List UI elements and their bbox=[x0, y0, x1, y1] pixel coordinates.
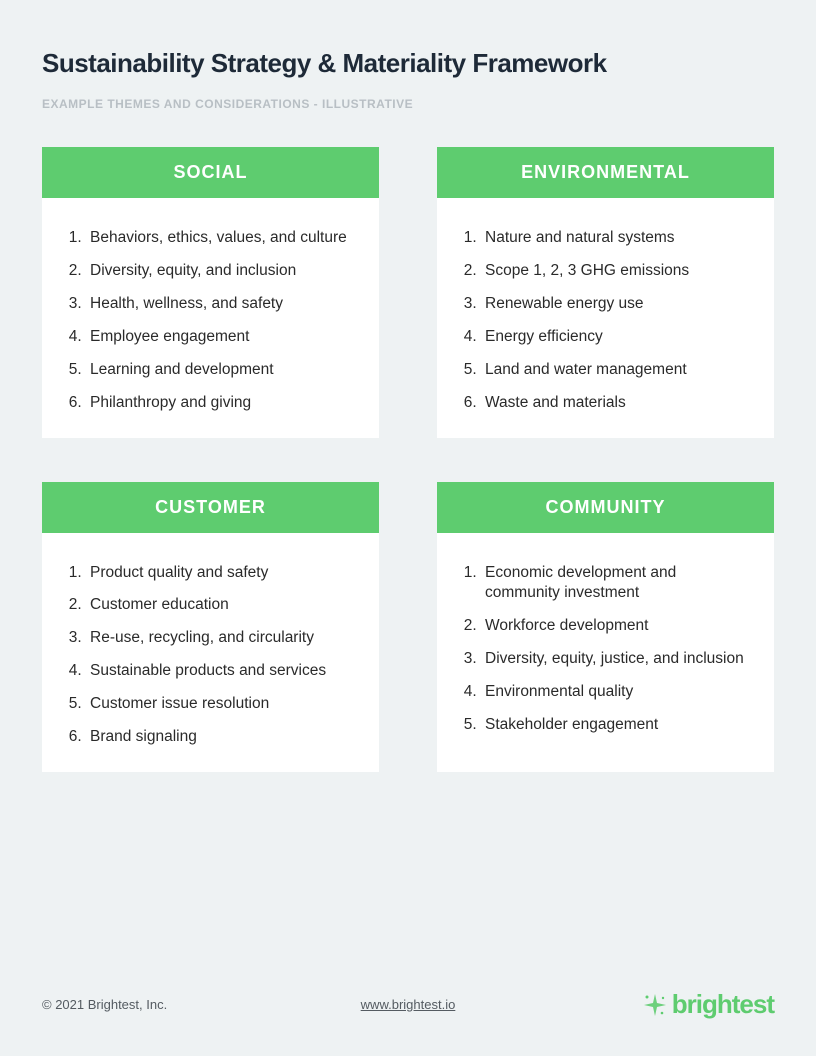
list-item: Waste and materials bbox=[481, 393, 752, 414]
card-heading: CUSTOMER bbox=[42, 482, 379, 533]
list-item: Workforce development bbox=[481, 616, 752, 637]
copyright-text: © 2021 Brightest, Inc. bbox=[42, 997, 167, 1012]
card-heading: ENVIRONMENTAL bbox=[437, 147, 774, 198]
card-body: Product quality and safety Customer educ… bbox=[42, 543, 379, 773]
list-item: Philanthropy and giving bbox=[86, 393, 357, 414]
list-item: Scope 1, 2, 3 GHG emissions bbox=[481, 261, 752, 282]
footer-url[interactable]: www.brightest.io bbox=[361, 997, 456, 1012]
card-body: Economic development and community inves… bbox=[437, 543, 774, 761]
list-item: Economic development and community inves… bbox=[481, 563, 752, 605]
page-subtitle: EXAMPLE THEMES AND CONSIDERATIONS - ILLU… bbox=[42, 97, 774, 111]
list-item: Environmental quality bbox=[481, 682, 752, 703]
list-item: Behaviors, ethics, values, and culture bbox=[86, 228, 357, 249]
list-item: Brand signaling bbox=[86, 727, 357, 748]
card-environmental: ENVIRONMENTAL Nature and natural systems… bbox=[437, 147, 774, 438]
card-body: Nature and natural systems Scope 1, 2, 3… bbox=[437, 208, 774, 438]
list-item: Renewable energy use bbox=[481, 294, 752, 315]
card-heading: SOCIAL bbox=[42, 147, 379, 198]
list-item: Learning and development bbox=[86, 360, 357, 381]
list-item: Nature and natural systems bbox=[481, 228, 752, 249]
list-item: Customer issue resolution bbox=[86, 694, 357, 715]
list-item: Health, wellness, and safety bbox=[86, 294, 357, 315]
card-customer: CUSTOMER Product quality and safety Cust… bbox=[42, 482, 379, 773]
list-item: Customer education bbox=[86, 595, 357, 616]
list-item: Diversity, equity, and inclusion bbox=[86, 261, 357, 282]
list-item: Sustainable products and services bbox=[86, 661, 357, 682]
logo-text: brightest bbox=[672, 989, 774, 1020]
list-item: Re-use, recycling, and circularity bbox=[86, 628, 357, 649]
list-item: Stakeholder engagement bbox=[481, 715, 752, 736]
list-item: Energy efficiency bbox=[481, 327, 752, 348]
list-item: Diversity, equity, justice, and inclusio… bbox=[481, 649, 752, 670]
card-body: Behaviors, ethics, values, and culture D… bbox=[42, 208, 379, 438]
sparkle-icon bbox=[642, 992, 668, 1018]
card-social: SOCIAL Behaviors, ethics, values, and cu… bbox=[42, 147, 379, 438]
list-item: Employee engagement bbox=[86, 327, 357, 348]
page-title: Sustainability Strategy & Materiality Fr… bbox=[42, 48, 774, 79]
footer: © 2021 Brightest, Inc. www.brightest.io … bbox=[42, 989, 774, 1020]
card-community: COMMUNITY Economic development and commu… bbox=[437, 482, 774, 773]
card-heading: COMMUNITY bbox=[437, 482, 774, 533]
card-grid: SOCIAL Behaviors, ethics, values, and cu… bbox=[42, 147, 774, 772]
list-item: Land and water management bbox=[481, 360, 752, 381]
brightest-logo: brightest bbox=[642, 989, 774, 1020]
list-item: Product quality and safety bbox=[86, 563, 357, 584]
